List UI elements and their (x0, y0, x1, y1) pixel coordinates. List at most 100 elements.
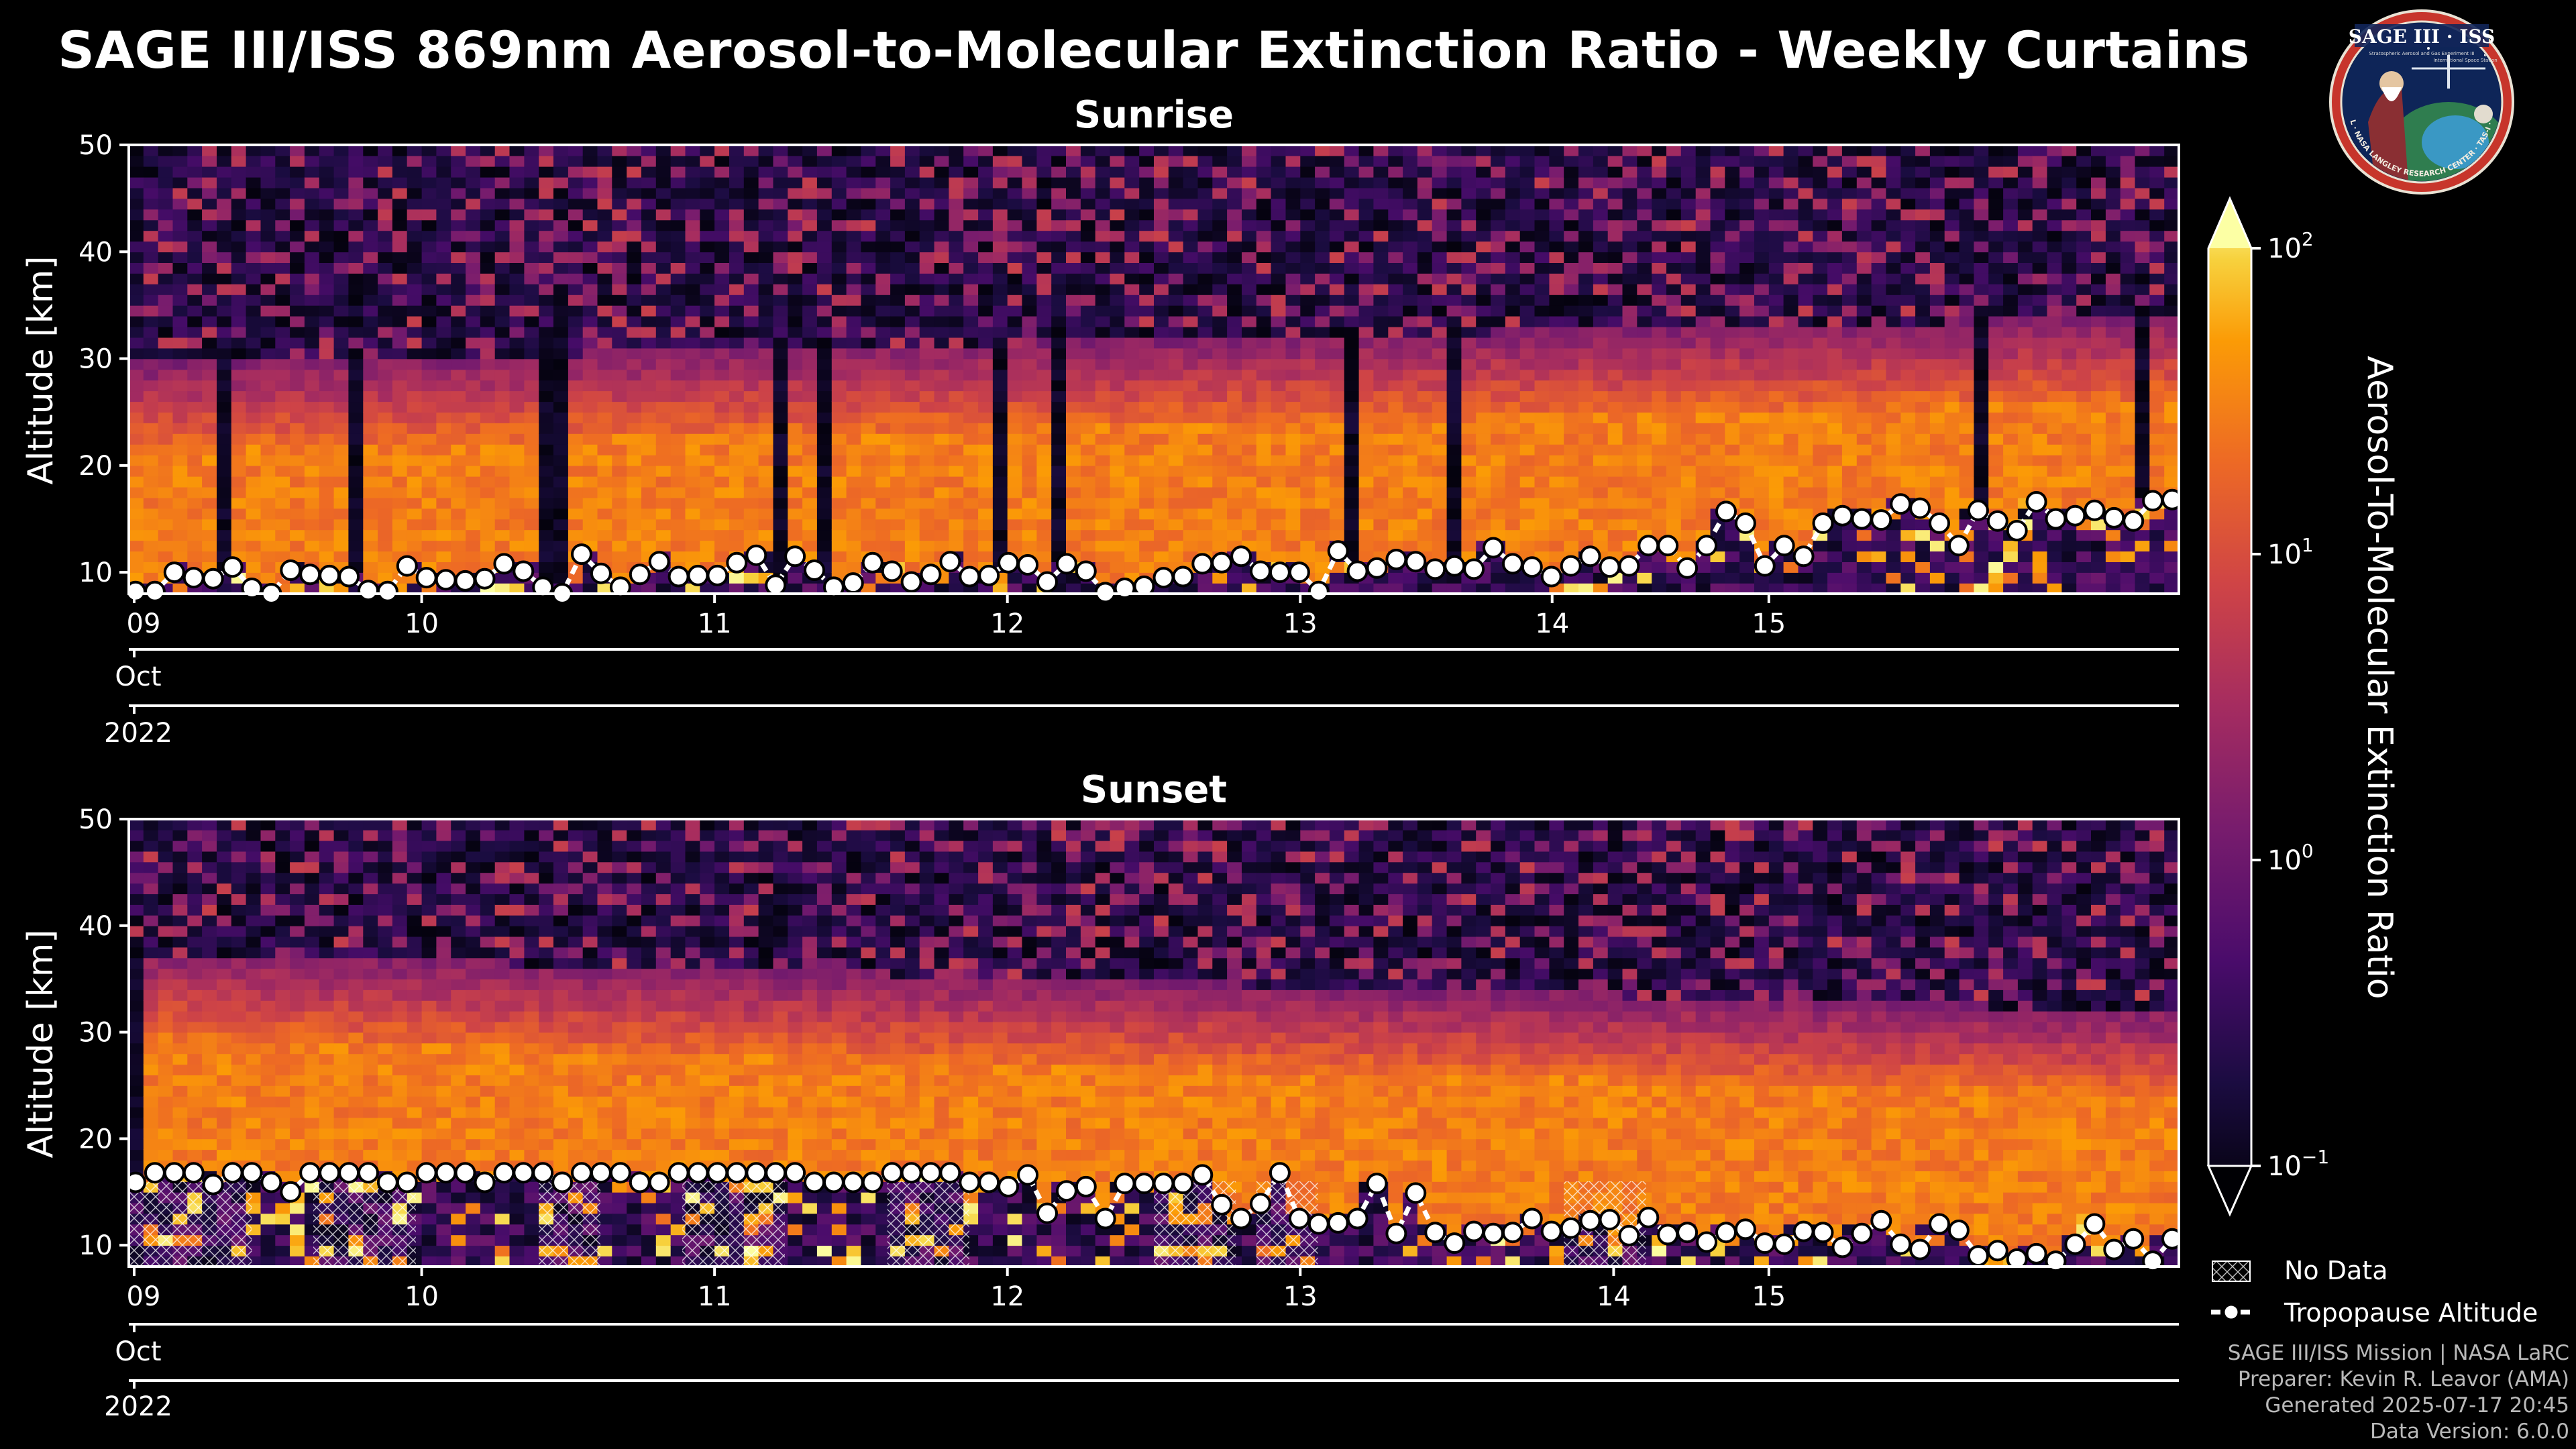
heatmap-cell (1841, 561, 1858, 573)
heatmap-cell (934, 540, 950, 552)
heatmap-cell (1607, 444, 1623, 455)
heatmap-cell (1066, 423, 1081, 434)
heatmap-cell (1680, 465, 1697, 477)
heatmap-cell (143, 347, 159, 360)
heatmap-cell (1710, 262, 1726, 274)
heatmap-cell (363, 326, 378, 338)
heatmap-cell (1798, 390, 1814, 402)
heatmap-cell (1051, 412, 1067, 423)
heatmap-cell (1417, 454, 1433, 466)
heatmap-cell (363, 176, 378, 189)
heatmap-cell (773, 540, 789, 552)
heatmap-cell (217, 412, 232, 423)
heatmap-cell (685, 454, 701, 466)
heatmap-cell (773, 508, 789, 520)
heatmap-cell (436, 337, 451, 349)
heatmap-cell (1652, 358, 1667, 370)
heatmap-cell (143, 423, 159, 434)
heatmap-cell (802, 497, 818, 509)
heatmap-cell (524, 519, 539, 531)
heatmap-cell (1417, 315, 1433, 327)
heatmap-cell (1432, 412, 1448, 423)
heatmap-cell (172, 305, 189, 317)
heatmap-cell (1549, 347, 1564, 360)
heatmap-cell (714, 390, 730, 402)
heatmap-cell (1637, 284, 1652, 295)
heatmap-cell (1110, 155, 1126, 167)
heatmap-cell (1637, 198, 1652, 210)
heatmap-cell (333, 551, 350, 562)
heatmap-cell (392, 273, 408, 284)
heatmap-cell (217, 497, 232, 509)
heatmap-cell (231, 486, 247, 498)
heatmap-cell (451, 454, 466, 466)
heatmap-cell (1036, 551, 1052, 562)
heatmap-cell (494, 476, 511, 488)
heatmap-cell (904, 529, 920, 541)
heatmap-cell (568, 572, 584, 584)
heatmap-cell (1256, 219, 1272, 231)
heatmap-cell (1212, 166, 1228, 178)
heatmap-cell (1739, 305, 1755, 317)
heatmap-cell (1725, 486, 1740, 498)
heatmap-cell (597, 209, 613, 221)
heatmap-cell (1432, 326, 1448, 338)
heatmap-cell (612, 187, 627, 199)
heatmap-cell (1491, 166, 1506, 178)
heatmap-cell (392, 380, 408, 392)
heatmap-cell (641, 198, 657, 210)
heatmap-cell (246, 209, 262, 221)
heatmap-cell (1285, 187, 1301, 199)
heatmap-cell (641, 497, 657, 509)
heatmap-cell (861, 198, 876, 210)
heatmap-cell (919, 369, 935, 381)
heatmap-cell (1242, 294, 1257, 306)
heatmap-cell (1637, 380, 1652, 392)
heatmap-cell (1036, 401, 1052, 413)
heatmap-cell (436, 326, 451, 338)
heatmap-cell (1622, 284, 1638, 295)
heatmap-cell (802, 305, 818, 317)
heatmap-cell (421, 241, 437, 253)
heatmap-cell (1417, 519, 1433, 531)
heatmap-cell (949, 337, 964, 349)
heatmap-cell (1110, 358, 1126, 370)
heatmap-cell (1271, 551, 1287, 562)
heatmap-cell (1051, 476, 1067, 488)
heatmap-cell (1139, 540, 1155, 552)
heatmap-cell (1461, 423, 1477, 434)
heatmap-cell (1300, 529, 1316, 541)
heatmap-cell (1124, 241, 1140, 253)
heatmap-cell (217, 187, 232, 199)
heatmap-cell (1505, 444, 1521, 455)
heatmap-cell (1168, 252, 1184, 263)
heatmap-cell (246, 305, 262, 317)
heatmap-cell (1212, 476, 1228, 488)
heatmap-cell (904, 305, 920, 317)
heatmap-cell (217, 347, 232, 360)
heatmap-cell (685, 423, 701, 434)
heatmap-cell (1432, 198, 1448, 210)
heatmap-cell (1022, 166, 1038, 178)
heatmap-cell (1168, 433, 1184, 445)
heatmap-cell (1168, 155, 1184, 167)
heatmap-cell (1066, 476, 1081, 488)
heatmap-cell (890, 347, 906, 360)
heatmap-cell (992, 284, 1008, 295)
heatmap-cell (1051, 166, 1067, 178)
heatmap-cell (1827, 358, 1843, 370)
heatmap-cell (275, 219, 290, 231)
heatmap-cell (685, 155, 701, 167)
heatmap-cell (1476, 423, 1491, 434)
heatmap-cell (1388, 540, 1403, 552)
heatmap-cell (919, 155, 935, 167)
heatmap-cell (1476, 273, 1491, 284)
heatmap-cell (831, 551, 847, 562)
heatmap-cell (1051, 390, 1067, 402)
heatmap-cell (466, 219, 481, 231)
heatmap-cell (1827, 230, 1843, 242)
heatmap-cell (1036, 540, 1052, 552)
heatmap-cell (802, 294, 818, 306)
heatmap-cell (1315, 166, 1330, 178)
heatmap-cell (1564, 305, 1579, 317)
